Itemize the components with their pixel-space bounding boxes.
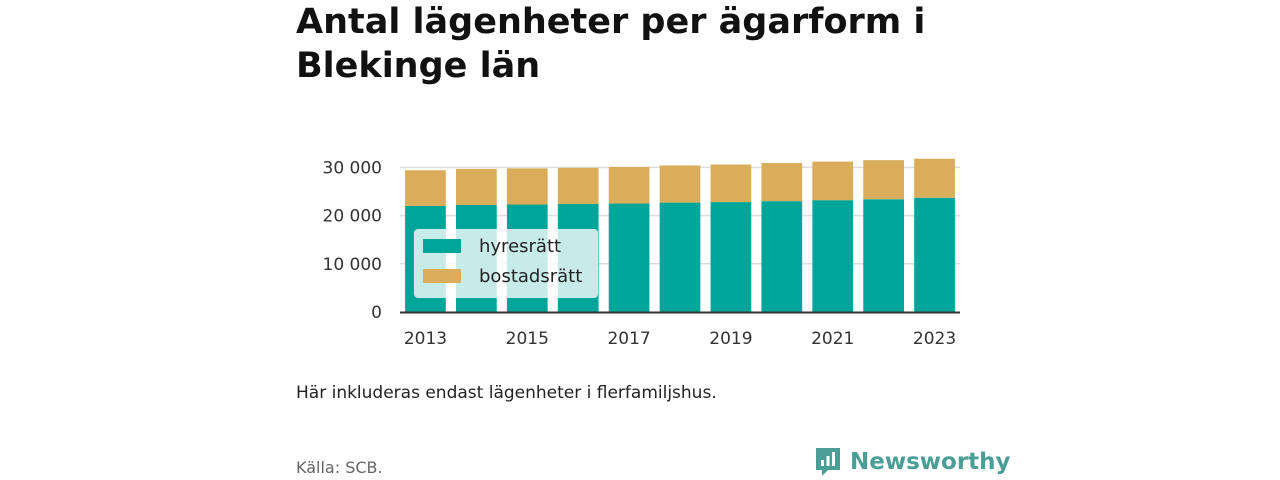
legend-label-hyresratt: hyresrätt [479,236,561,257]
bar-bostadsratt-2021 [812,161,854,201]
bar-hyresratt-2019 [710,202,752,312]
bar-hyresratt-2022 [863,199,904,312]
x-tick-label: 2023 [913,329,956,349]
y-tick-label: 30 000 [323,158,382,178]
brand-logo: Newsworthy [814,446,1011,478]
bar-bostadsratt-2023 [914,158,955,198]
bar-bostadsratt-2017 [608,166,650,204]
source-text: Källa: SCB. [296,458,383,477]
bar-bostadsratt-2018 [659,165,701,203]
bar-hyresratt-2021 [812,200,854,312]
y-tick-labels: 0 10 000 20 000 30 000 [323,158,382,323]
x-tick-label: 2017 [607,329,650,349]
legend-swatch-hyresratt [423,239,461,253]
x-tick-label: 2019 [709,329,752,349]
legend-swatch-bostadsratt [423,269,461,283]
x-tick-label: 2015 [506,329,549,349]
bar-hyresratt-2017 [608,203,650,312]
bar-bostadsratt-2016 [557,167,599,205]
newsworthy-logo-icon [816,448,840,476]
bar-bostadsratt-2015 [506,168,548,205]
legend-label-bostadsratt: bostadsrätt [479,266,582,287]
legend: hyresrätt bostadsrätt [414,229,598,298]
bar-bostadsratt-2022 [863,160,904,200]
bar-bostadsratt-2014 [456,168,497,205]
bar-bostadsratt-2019 [710,164,752,203]
y-tick-label: 10 000 [323,255,382,275]
y-tick-label: 20 000 [323,207,382,227]
bar-hyresratt-2018 [659,202,701,312]
bar-bostadsratt-2013 [405,170,446,206]
x-tick-label: 2013 [404,329,447,349]
bar-hyresratt-2023 [914,197,955,312]
chart-title: Antal lägenheter per ägarform i Blekinge… [296,2,926,86]
y-tick-label: 0 [371,303,382,323]
bar-hyresratt-2020 [761,201,803,312]
x-tick-label: 2021 [811,329,854,349]
brand-name: Newsworthy [850,449,1011,475]
x-tick-labels: 2013 2015 2017 2019 2021 2023 [404,329,956,349]
chart-note: Här inkluderas endast lägenheter i flerf… [296,383,717,403]
bar-bostadsratt-2020 [761,163,803,202]
